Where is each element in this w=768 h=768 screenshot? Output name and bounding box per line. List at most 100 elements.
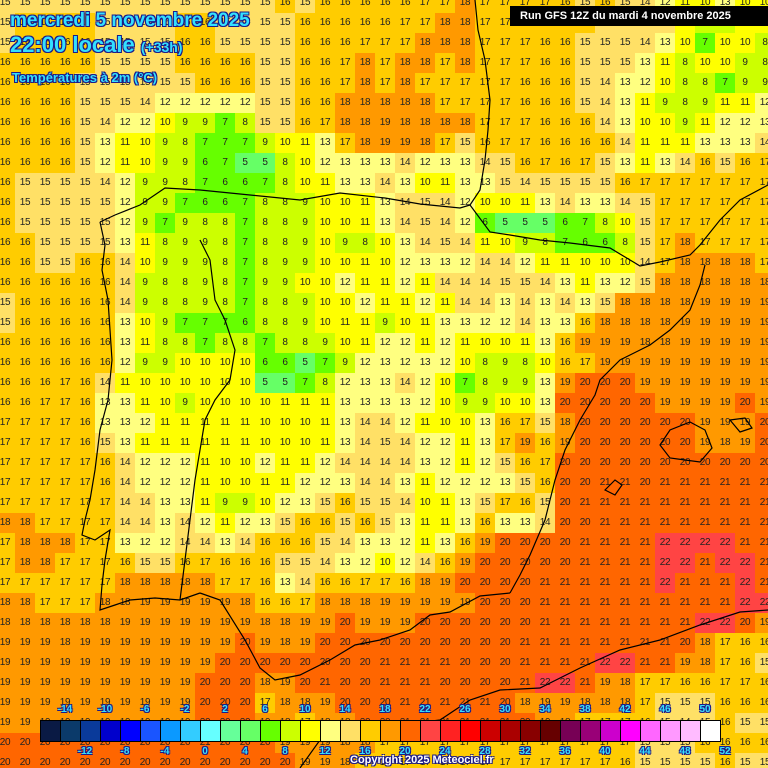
grid-cell — [575, 113, 595, 133]
grid-cell — [635, 133, 655, 153]
grid-cell — [515, 133, 535, 153]
grid-cell — [35, 53, 55, 73]
legend-swatch — [421, 721, 441, 741]
grid-cell — [255, 133, 275, 153]
legend-label-top: -2 — [180, 704, 190, 715]
grid-cell — [435, 133, 455, 153]
grid-cell — [95, 53, 115, 73]
grid-cell — [335, 93, 355, 113]
grid-cell — [255, 0, 275, 13]
grid-cell — [135, 153, 155, 173]
forecast-date: mercredi 5 novembre 2025 — [9, 9, 250, 31]
grid-cell — [155, 53, 175, 73]
legend-swatch — [361, 721, 381, 741]
grid-cell — [15, 133, 35, 153]
grid-cell — [535, 133, 555, 153]
grid-cell — [75, 13, 95, 33]
grid-cell — [95, 173, 115, 193]
grid-cell — [295, 53, 315, 73]
grid-cell — [115, 153, 135, 173]
grid-cell — [175, 13, 195, 33]
grid-cell — [735, 53, 755, 73]
grid-cell — [415, 0, 435, 13]
grid-cell — [75, 93, 95, 113]
grid-cell — [115, 133, 135, 153]
legend-label-bottom: 36 — [559, 746, 571, 757]
grid-cell — [435, 53, 455, 73]
grid-cell — [235, 73, 255, 93]
grid-cell — [275, 153, 295, 173]
legend-label-bottom: 8 — [282, 746, 288, 757]
parameter-label: Températures à 2m (°C) — [11, 69, 158, 85]
legend-swatch — [381, 721, 401, 741]
legend-swatch — [261, 721, 281, 741]
grid-cell — [735, 93, 755, 113]
grid-cell — [475, 13, 495, 33]
grid-cell — [135, 113, 155, 133]
grid-cell — [535, 113, 555, 133]
grid-cell — [195, 173, 215, 193]
legend-swatch — [481, 721, 501, 741]
grid-cell — [495, 153, 515, 173]
grid-cell — [75, 173, 95, 193]
grid-cell — [275, 113, 295, 133]
model-run-label: Run GFS 12Z du mardi 4 novembre 2025 — [510, 6, 768, 26]
grid-cell — [475, 113, 495, 133]
legend-label-top: 22 — [419, 704, 431, 715]
grid-cell — [95, 0, 115, 13]
grid-cell — [15, 33, 35, 53]
legend-swatch — [321, 721, 341, 741]
grid-cell — [615, 153, 635, 173]
grid-cell — [595, 93, 615, 113]
grid-cell — [535, 53, 555, 73]
legend-swatch — [661, 721, 681, 741]
grid-cell — [235, 33, 255, 53]
legend-label-bottom: -12 — [77, 746, 93, 757]
grid-cell — [555, 153, 575, 173]
legend-swatch — [501, 721, 521, 741]
grid-cell — [335, 73, 355, 93]
legend-swatch — [241, 721, 261, 741]
grid-cell — [75, 133, 95, 153]
grid-cell — [315, 73, 335, 93]
grid-cell — [495, 93, 515, 113]
grid-cell — [315, 93, 335, 113]
grid-cell — [475, 0, 495, 13]
forecast-lead-time: (+33h) — [140, 38, 183, 55]
legend-swatch — [101, 721, 121, 741]
grid-cell — [455, 153, 475, 173]
legend-label-bottom: -4 — [160, 746, 170, 757]
grid-cell — [595, 73, 615, 93]
grid-cell — [395, 33, 415, 53]
grid-cell — [215, 93, 235, 113]
grid-cell — [655, 73, 675, 93]
grid-cell — [575, 33, 595, 53]
grid-cell — [0, 153, 15, 173]
legend-swatch — [161, 721, 181, 741]
grid-cell — [235, 53, 255, 73]
grid-cell — [355, 33, 375, 53]
grid-cell — [535, 153, 555, 173]
grid-cell — [755, 133, 768, 153]
grid-cell — [315, 173, 335, 193]
grid-cell — [455, 13, 475, 33]
grid-cell — [575, 133, 595, 153]
grid-cell — [15, 0, 35, 13]
grid-cell — [295, 73, 315, 93]
legend-label-top: 2 — [222, 704, 228, 715]
copyright-text: Copyright 2025 Meteociel.fr — [350, 754, 494, 766]
legend-swatch — [221, 721, 241, 741]
grid-cell — [435, 0, 455, 13]
grid-cell — [75, 53, 95, 73]
grid-cell — [35, 73, 55, 93]
grid-cell — [175, 33, 195, 53]
grid-cell — [35, 173, 55, 193]
grid-cell — [635, 153, 655, 173]
grid-cell — [275, 53, 295, 73]
grid-cell — [35, 0, 55, 13]
color-scale-legend — [40, 720, 721, 742]
grid-cell — [235, 93, 255, 113]
grid-cell — [615, 133, 635, 153]
grid-cell — [235, 133, 255, 153]
grid-cell — [175, 133, 195, 153]
